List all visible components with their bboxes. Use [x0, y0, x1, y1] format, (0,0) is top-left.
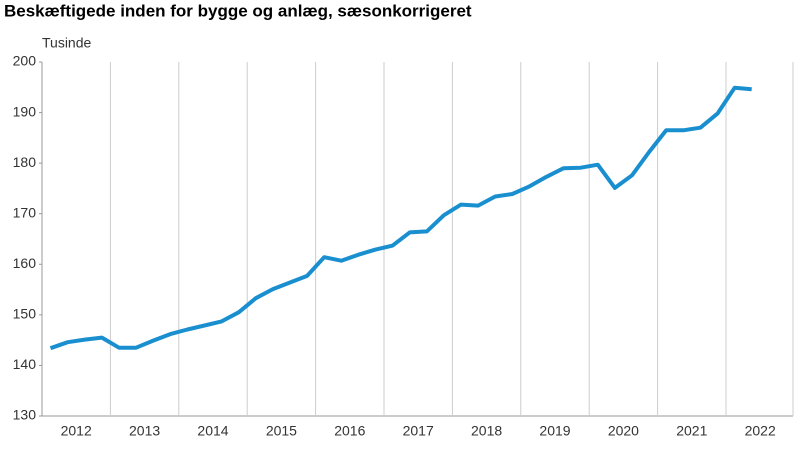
x-tick-label: 2013 [129, 423, 160, 439]
x-tick-label: 2012 [61, 423, 92, 439]
y-axis-label: Tusinde [42, 35, 92, 51]
x-tick-label: 2022 [745, 423, 776, 439]
x-tick-label: 2021 [676, 423, 707, 439]
data-line [49, 85, 752, 351]
x-tick-label: 2016 [334, 423, 365, 439]
y-tick-label: 130 [13, 407, 37, 423]
y-tick-label: 190 [13, 103, 37, 119]
x-tick-label: 2014 [197, 423, 228, 439]
x-tick-label: 2015 [266, 423, 297, 439]
y-tick-label: 200 [13, 53, 37, 69]
x-tick-label: 2019 [539, 423, 570, 439]
y-tick-label: 160 [13, 255, 37, 271]
x-tick-label: 2020 [608, 423, 639, 439]
x-tick-label: 2018 [471, 423, 502, 439]
y-tick-label: 140 [13, 356, 37, 372]
x-tick-label: 2017 [403, 423, 434, 439]
y-tick-label: 170 [13, 204, 37, 220]
y-tick-label: 150 [13, 306, 37, 322]
y-tick-label: 180 [13, 154, 37, 170]
chart-title: Beskæftigede inden for bygge og anlæg, s… [4, 1, 472, 20]
